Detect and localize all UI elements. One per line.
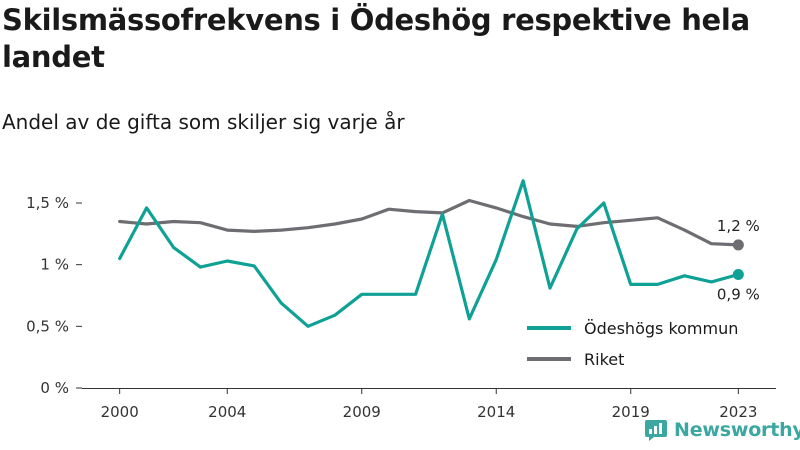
x-tick-label: 2004 <box>208 403 246 421</box>
y-axis: 0 % 0,5 % 1 % 1,5 % <box>26 194 82 397</box>
legend-label-odeshog: Ödeshögs kommun <box>584 319 738 338</box>
brand-name: Newsworthy <box>674 419 800 441</box>
series-line-odeshog <box>118 179 740 328</box>
y-tick-label: 0 % <box>40 379 69 397</box>
legend: Ödeshögs kommun Riket <box>527 319 738 369</box>
end-point-riket <box>732 239 744 251</box>
end-label-odeshog: 0,9 % <box>717 286 760 304</box>
brand-logo[interactable]: Newsworthy <box>644 418 800 442</box>
chart-subtitle: Andel av de gifta som skiljer sig varje … <box>2 110 405 134</box>
y-tick-label: 1,5 % <box>26 194 69 212</box>
newsworthy-logo-icon <box>645 420 667 441</box>
y-tick-label: 0,5 % <box>26 317 69 335</box>
x-tick-label: 2014 <box>477 403 515 421</box>
end-point-odeshog <box>732 269 744 281</box>
x-tick-label: 2023 <box>719 403 757 421</box>
x-axis: 2000 2004 2009 2014 2019 2023 <box>82 388 776 421</box>
x-tick-label: 2000 <box>101 403 139 421</box>
end-label-riket: 1,2 % <box>717 217 760 235</box>
x-tick-label: 2009 <box>343 403 381 421</box>
y-tick-label: 1 % <box>40 256 69 274</box>
x-tick-label: 2019 <box>612 403 650 421</box>
series-line-riket <box>118 198 740 247</box>
chart-title: Skilsmässofrekvens i Ödeshög respektive … <box>2 3 750 74</box>
series-layer: 1,2 % 0,9 % <box>118 179 760 328</box>
legend-label-riket: Riket <box>584 350 624 369</box>
